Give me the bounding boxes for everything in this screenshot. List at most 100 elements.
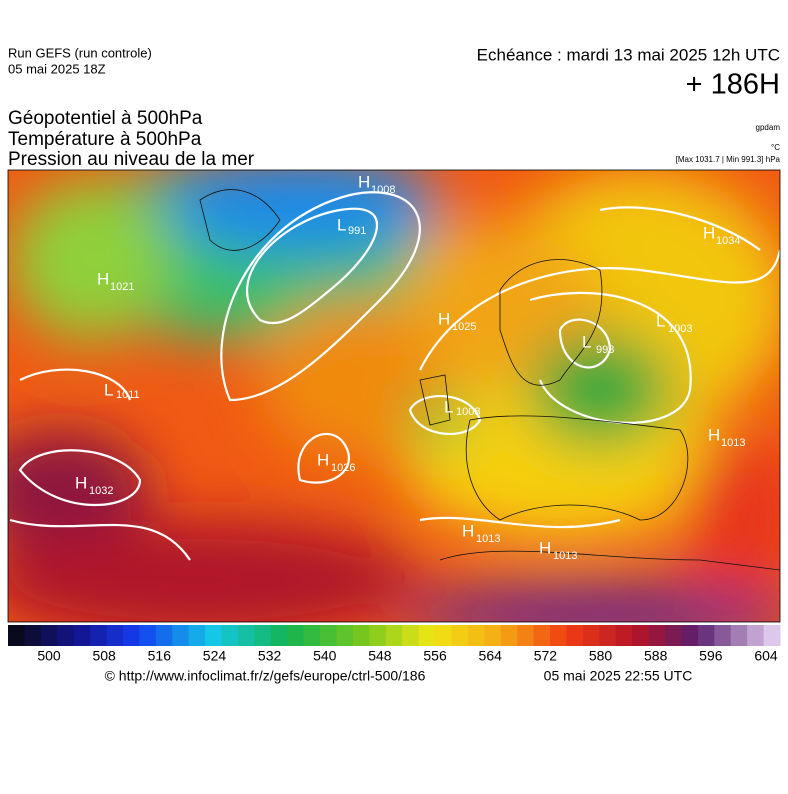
colorbar-swatch [73,625,91,646]
pressure-center-value: 991 [348,225,366,237]
title: Température à 500hPa [8,129,202,150]
pressure-center-kind: H [97,269,109,288]
colorbar-swatch [500,625,518,646]
colorbar-swatch [648,625,666,646]
colorbar-swatch [533,625,551,646]
map: H 1008 L 991 H 1021 L 1011 H 1025 L 1003… [8,170,780,622]
colorbar-swatch [615,625,633,646]
colorbar-swatch [205,625,223,646]
colorbar-tick-label: 572 [534,648,558,664]
colorbar-tick-label: 580 [589,648,613,664]
pressure-center-kind: H [708,425,720,444]
colorbar-swatch [599,625,617,646]
generated: 05 mai 2025 22:55 UTC [544,668,693,684]
colorbar-swatch [90,625,108,646]
colorbar-swatch [320,625,338,646]
pressure-center-kind: L [582,332,591,351]
pressure-center-value: 1025 [452,321,476,333]
colorbar-swatch [303,625,321,646]
pressure-center-value: 1011 [116,389,140,401]
colorbar-swatch [467,625,485,646]
pressure-center-value: 1026 [331,462,355,474]
colorbar-swatch [418,625,436,646]
pressure-center-kind: L [656,311,665,330]
colorbar-tick-label: 524 [203,648,227,664]
pressure-center-value: 1032 [89,485,113,497]
unit: gpdam [756,123,781,132]
colorbar-swatch [188,625,206,646]
colorbar-swatch [435,625,452,646]
colorbar-swatch [632,625,650,646]
colorbar-tick-label: 604 [754,648,778,664]
pressure-center-kind: H [539,538,551,557]
extremes: [Max 1031.7 | Min 991.3] hPa [676,155,781,164]
colorbar-swatch [714,625,732,646]
colorbar-swatch [369,625,387,646]
colorbar-swatch [287,625,305,646]
run-label: Run GEFS (run controle) [8,45,152,60]
colorbar-swatch [582,625,600,646]
colorbar-swatch [730,625,748,646]
pressure-center-value: 1008 [456,406,480,418]
title: Pression au niveau de la mer [8,149,255,170]
colorbar-swatch [336,625,354,646]
colorbar-swatch [484,625,502,646]
pressure-center-value: 1034 [716,235,740,247]
colorbar-tick-label: 548 [368,648,392,664]
colorbar-tick-label: 588 [644,648,668,664]
colorbar-swatch [57,625,75,646]
pressure-center-kind: H [317,450,329,469]
colorbar-swatch [697,625,715,646]
pressure-center-kind: H [358,172,370,191]
colorbar-swatch [747,625,765,646]
colorbar-swatch [172,625,190,646]
colorbar-tick-label: 516 [148,648,172,664]
map-frame [7,169,781,623]
colorbar-swatch [106,625,124,646]
source: © http://www.infoclimat.fr/z/gefs/europe… [105,668,426,684]
pressure-center-kind: H [703,223,715,242]
colorbar-swatch [254,625,272,646]
colorbar-swatch [566,625,584,646]
colorbar-tick-label: 596 [699,648,723,664]
pressure-center-value: 1008 [371,184,395,196]
colorbar-swatch [24,625,42,646]
colorbar-swatch [550,625,567,646]
colorbar-tick-label: 556 [423,648,447,664]
pressure-center-kind: L [104,380,113,399]
colorbar-swatch [402,625,420,646]
title: Géopotentiel à 500hPa [8,108,203,129]
pressure-center-kind: H [75,473,87,492]
colorbar-swatch [221,625,239,646]
colorbar-swatch [517,625,535,646]
pressure-center-kind: L [444,397,453,416]
colorbar-swatch [155,625,173,646]
unit: °C [771,143,780,152]
pressure-center-value: 1021 [110,281,134,293]
colorbar-tick-label: 532 [258,648,282,664]
colorbar-swatch [237,625,255,646]
pressure-center-kind: L [337,215,346,234]
pressure-center-value: 1013 [721,437,745,449]
colorbar-swatch [40,625,58,646]
colorbar-swatch [270,625,288,646]
colorbar-swatch [352,625,370,646]
colorbar-swatch [681,625,699,646]
pressure-center-value: 1003 [668,323,692,335]
colorbar-tick-label: 500 [37,648,61,664]
pressure-center-kind: H [462,521,474,540]
colorbar-tick-label: 564 [479,648,503,664]
lead-time: + 186H [686,69,780,101]
colorbar-swatch [8,625,25,646]
colorbar-swatch [665,625,682,646]
pressure-center-kind: H [438,309,450,328]
colorbar-swatch [385,625,403,646]
echeance: Echéance : mardi 13 mai 2025 12h UTC [477,45,780,64]
colorbar-swatch [763,625,781,646]
colorbar-tick-label: 508 [92,648,116,664]
pressure-center-value: 1013 [476,533,500,545]
colorbar-tick-label: 540 [313,648,337,664]
colorbar: 500 508 516 524 532 540 548 556 564 572 580 588 596 6… [8,625,781,664]
colorbar-swatch [122,625,140,646]
